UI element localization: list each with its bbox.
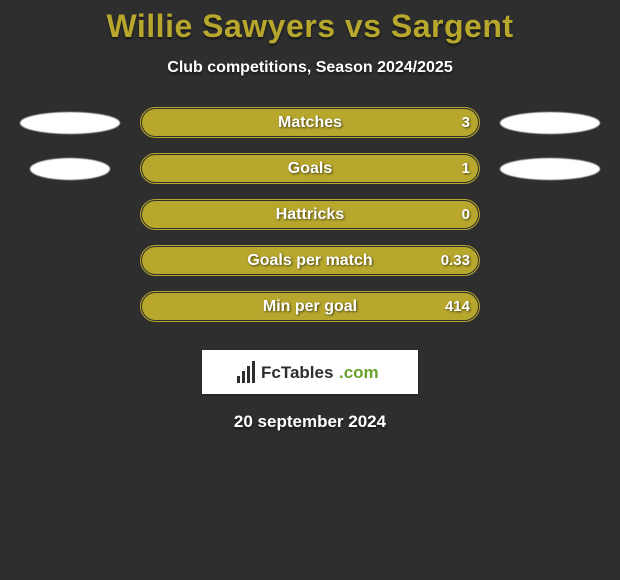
left-thumb-slot (10, 153, 130, 184)
subtitle: Club competitions, Season 2024/2025 (0, 59, 620, 77)
footer-date-text: 20 september 2024 (234, 412, 386, 431)
fctables-logo: FcTables .com (235, 359, 385, 385)
svg-text:FcTables: FcTables (261, 363, 333, 382)
stat-row: Matches3 (0, 107, 620, 138)
player-thumb-ellipse (30, 158, 110, 180)
stat-row: Goals per match0.33 (0, 245, 620, 276)
right-thumb-slot (490, 199, 610, 230)
stat-bar-fill (142, 247, 478, 274)
stat-rows: Matches3 Goals1 Hattricks0 Goals per match0… (0, 107, 620, 322)
player-thumb-ellipse (500, 112, 600, 134)
title-text: Willie Sawyers vs Sargent (106, 8, 513, 44)
stat-bar: Min per goal414 (140, 291, 480, 322)
right-thumb-slot (490, 245, 610, 276)
stat-bar: Goals1 (140, 153, 480, 184)
right-thumb-slot (490, 291, 610, 322)
stat-row: Hattricks0 (0, 199, 620, 230)
left-thumb-slot (10, 107, 130, 138)
stat-bar: Goals per match0.33 (140, 245, 480, 276)
svg-text:.com: .com (339, 363, 379, 382)
left-thumb-slot (10, 291, 130, 322)
stat-bar: Matches3 (140, 107, 480, 138)
stat-row: Goals1 (0, 153, 620, 184)
comparison-infographic: Willie Sawyers vs Sargent Club competiti… (0, 0, 620, 580)
player-thumb-ellipse (500, 158, 600, 180)
stat-row: Min per goal414 (0, 291, 620, 322)
subtitle-text: Club competitions, Season 2024/2025 (167, 59, 452, 76)
left-thumb-slot (10, 245, 130, 276)
page-title: Willie Sawyers vs Sargent (0, 0, 620, 45)
right-thumb-slot (490, 153, 610, 184)
stat-bar-fill (142, 109, 478, 136)
stat-bar-fill (142, 155, 478, 182)
right-thumb-slot (490, 107, 610, 138)
player-thumb-ellipse (20, 112, 120, 134)
footer-logo-box: FcTables .com (202, 350, 418, 394)
stat-bar-fill (142, 293, 478, 320)
stat-bar-fill (142, 201, 478, 228)
stat-bar: Hattricks0 (140, 199, 480, 230)
footer-date: 20 september 2024 (0, 412, 620, 432)
left-thumb-slot (10, 199, 130, 230)
